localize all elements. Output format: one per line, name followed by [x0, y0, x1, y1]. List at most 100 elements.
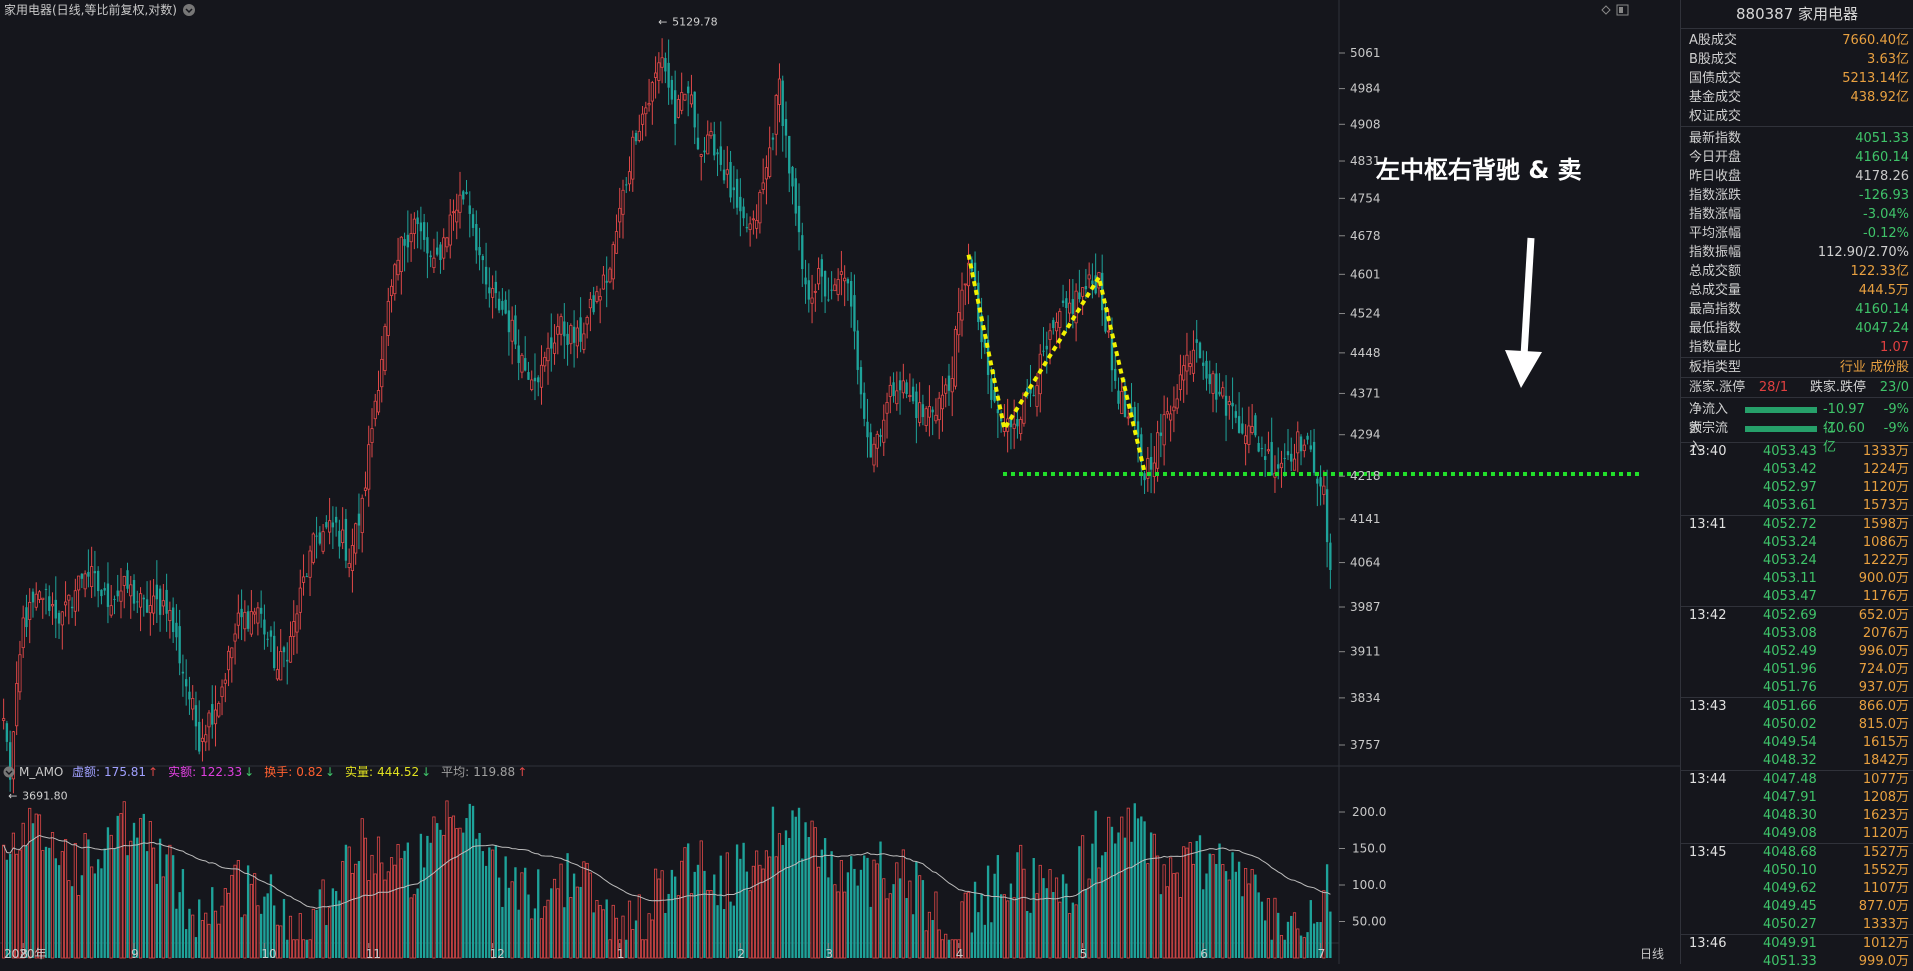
candle	[768, 126, 772, 179]
volume-bar	[751, 865, 755, 959]
volume-bar	[1006, 900, 1010, 959]
volume-bar	[1091, 843, 1094, 958]
volume-bar	[338, 900, 341, 958]
tick-row: 4053.61 1573万	[1763, 497, 1913, 515]
candle	[1061, 284, 1065, 307]
volume-bar	[898, 878, 902, 958]
tick-list[interactable]: 13:40 4053.43 1333万 4053.42 1224万 4052.97 1120…	[1681, 442, 1913, 971]
date-tick-label: 7	[1318, 947, 1326, 961]
fund-flow-bar	[1744, 406, 1817, 413]
volume-bar	[794, 816, 797, 958]
tick-row: 4047.48 1077万	[1763, 771, 1913, 789]
stat-row-value: 4160.14	[1855, 150, 1909, 165]
volume-bar	[1195, 841, 1198, 958]
candle	[256, 602, 260, 636]
volume-bar	[416, 888, 419, 958]
tick-row: 4051.96 724.0万	[1763, 661, 1913, 679]
candle	[419, 206, 423, 250]
sector-type-value: 行业 成份股	[1839, 360, 1909, 375]
volume-bar	[1208, 853, 1211, 958]
up-count-label: 涨家.涨停	[1689, 380, 1746, 395]
sector-type-row[interactable]: 板指类型 行业 成份股	[1681, 358, 1913, 377]
volume-bar	[21, 822, 25, 959]
candle	[901, 363, 905, 399]
fund-flow-pct: -9%	[1883, 402, 1909, 417]
volume-bar	[406, 842, 410, 958]
volume-bar	[341, 861, 345, 959]
volume-bar	[510, 881, 514, 959]
volume-bar	[823, 838, 827, 958]
candle	[640, 106, 645, 141]
volume-bar	[644, 939, 648, 959]
candle	[748, 216, 752, 247]
volume-bar	[445, 800, 449, 959]
volume-bar	[54, 858, 57, 958]
candle	[533, 353, 537, 401]
price-tick-label: 4984	[1350, 82, 1381, 96]
stat-row-label: 最高指数	[1689, 302, 1742, 317]
candle	[37, 590, 42, 604]
volume-bar	[732, 905, 735, 958]
vol-settings-icon[interactable]	[3, 766, 15, 778]
volume-bar	[497, 877, 501, 958]
candle	[217, 701, 221, 719]
candle	[439, 241, 442, 274]
tick-volume: 1086万	[1862, 535, 1909, 550]
volume-bar	[537, 869, 540, 958]
candle	[504, 291, 507, 315]
volume-bar	[1052, 892, 1055, 958]
candle	[524, 336, 527, 372]
volume-bar	[1156, 855, 1160, 959]
volume-bar	[1264, 920, 1267, 958]
volume-bar	[543, 906, 547, 959]
volume-bar	[696, 864, 700, 958]
candle	[87, 549, 90, 588]
stat-row: 总成交量 444.5万	[1681, 281, 1913, 300]
tick-volume: 1333万	[1862, 917, 1909, 932]
candle	[136, 590, 139, 614]
price-tick-label: 4064	[1350, 556, 1381, 570]
tick-volume: 724.0万	[1858, 662, 1909, 677]
candle	[1191, 330, 1196, 382]
tick-volume: 1012万	[1862, 936, 1909, 951]
kline-chart[interactable]: 家用电器(日线,等比前复权,对数) 5061498449084831475446…	[0, 0, 1680, 964]
volume-bar	[145, 851, 149, 958]
window-icon[interactable]	[1616, 4, 1629, 16]
period-label[interactable]: 日线	[1640, 947, 1664, 961]
volume-bar	[1133, 803, 1136, 958]
candle	[598, 288, 602, 324]
candle	[308, 545, 312, 597]
high-annotation: 5129.78	[672, 16, 718, 29]
stat-row-value: -126.93	[1858, 188, 1909, 203]
candle	[716, 148, 719, 177]
candle	[158, 585, 162, 632]
candle	[931, 406, 934, 436]
volume-bar	[950, 939, 954, 959]
volume-bar	[80, 875, 84, 958]
candle	[550, 313, 553, 372]
candle	[781, 75, 784, 152]
chart-settings-icon[interactable]	[183, 4, 195, 16]
volume-bar	[872, 859, 876, 959]
turnover-row-value: 438.92亿	[1850, 90, 1910, 105]
candle	[722, 149, 726, 184]
tick-volume: 900.0万	[1858, 571, 1909, 586]
fund-flow-label: 净流入额	[1689, 402, 1729, 436]
volume-bar	[719, 855, 722, 958]
volume-bar	[856, 885, 859, 958]
tick-price: 4047.91	[1763, 790, 1817, 805]
tick-volume: 1120万	[1862, 480, 1909, 495]
tick-price: 4051.96	[1763, 662, 1817, 677]
volume-bar	[905, 898, 908, 958]
candle	[471, 208, 475, 237]
date-tick-label: 9	[131, 947, 139, 961]
turnover-row-label: A股成交	[1689, 33, 1737, 48]
tick-row: 4049.45 877.0万	[1763, 898, 1913, 916]
restore-icon[interactable]	[1601, 5, 1611, 15]
candle	[5, 720, 9, 752]
candle	[853, 274, 856, 350]
volume-bar	[1277, 912, 1280, 958]
candle	[689, 74, 694, 108]
candle	[869, 423, 872, 458]
candle	[807, 263, 810, 313]
